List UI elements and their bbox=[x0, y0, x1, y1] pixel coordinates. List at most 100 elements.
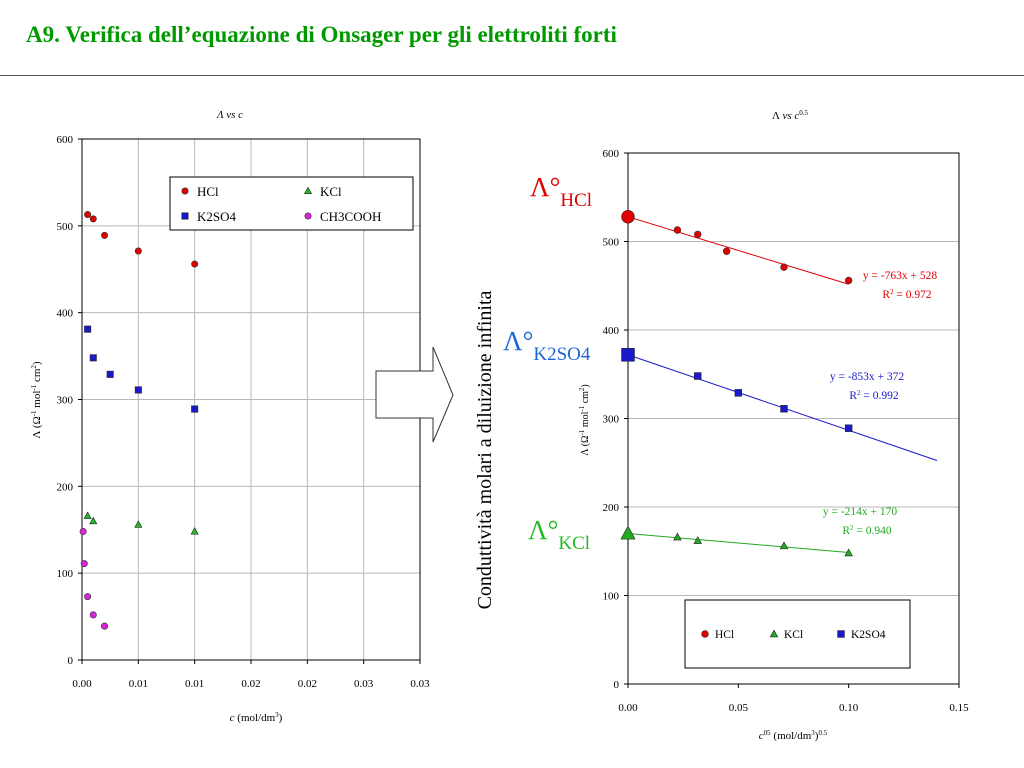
legend-marker-k2so4 bbox=[181, 212, 189, 220]
chart-right-marks bbox=[620, 209, 853, 557]
y-tick-label: 400 bbox=[603, 325, 620, 337]
data-point-hcl bbox=[694, 230, 702, 239]
fit-r2-k2so4: R2 = 0.992 bbox=[849, 389, 899, 402]
chart-right-ticks: 0 100 200 300 400 500 600 0.00 0.05 0.10 0.15 bbox=[603, 148, 970, 714]
chart-right-legend: HCl KCl K2SO4 bbox=[684, 599, 911, 669]
extrapolated-point-kcl bbox=[620, 525, 636, 540]
data-point-k2so4 bbox=[89, 354, 97, 362]
x-tick-label: 0.15 bbox=[949, 702, 969, 714]
fit-line-kcl bbox=[627, 533, 849, 553]
legend-label-k2so4: K2SO4 bbox=[197, 209, 237, 224]
chart-left-ticks: 0 100 200 300 400 500 600 0.00 0.01 0.01 0.02 0.02 0… bbox=[57, 134, 431, 690]
data-point-k2so4 bbox=[734, 389, 743, 397]
x-tick-label: 0.00 bbox=[72, 678, 92, 690]
extrapolated-point-hcl bbox=[621, 209, 635, 224]
legend-marker-hcl bbox=[701, 630, 709, 638]
y-tick-label: 300 bbox=[57, 395, 74, 407]
chart-right-ylabel: Λ (Ω-1 mol-1 cm2) bbox=[578, 384, 591, 456]
y-tick-label: 500 bbox=[603, 237, 620, 249]
fit-r2-hcl: R2 = 0.972 bbox=[882, 288, 932, 301]
chart-right-legend-box bbox=[684, 599, 911, 669]
chart-left-legend: HCl KCl K2SO4 CH3COOH bbox=[169, 176, 414, 231]
y-tick-label: 200 bbox=[603, 502, 620, 514]
data-point-ch3cooh bbox=[101, 622, 109, 630]
chart-left-ylabel: Λ (Ω-1 mol-1 cm2) bbox=[30, 361, 43, 439]
data-point-kcl bbox=[693, 536, 702, 544]
data-point-k2so4 bbox=[694, 372, 702, 380]
legend-label-hcl: HCl bbox=[715, 629, 734, 641]
callout-lambda-hcl: Λ°HCl bbox=[530, 172, 592, 211]
y-tick-label: 0 bbox=[614, 679, 620, 691]
x-tick-label: 0.10 bbox=[839, 702, 859, 714]
data-point-k2so4 bbox=[106, 370, 114, 378]
data-point-kcl bbox=[134, 520, 143, 528]
chart-left: Λ vs c 0 100 200 300 400 500 600 0.00 0.01 0.01 0.… bbox=[30, 109, 430, 724]
data-point-ch3cooh bbox=[80, 560, 88, 568]
legend-label-hcl: HCl bbox=[197, 184, 219, 199]
data-point-kcl bbox=[89, 516, 98, 525]
data-point-hcl bbox=[191, 260, 199, 268]
legend-label-kcl: KCl bbox=[320, 184, 342, 199]
y-tick-label: 600 bbox=[57, 134, 74, 146]
x-tick-label: 0.02 bbox=[298, 678, 317, 690]
data-point-k2so4 bbox=[780, 405, 788, 413]
data-point-hcl bbox=[722, 247, 731, 255]
data-point-kcl bbox=[83, 511, 92, 519]
legend-label-ch3cooh: CH3COOH bbox=[320, 209, 381, 224]
callout-lambda-k2so4: Λ°K2SO4 bbox=[503, 326, 591, 365]
legend-marker-ch3cooh bbox=[304, 212, 312, 220]
data-point-kcl bbox=[673, 532, 682, 541]
y-tick-label: 100 bbox=[57, 568, 74, 580]
legend-marker-kcl bbox=[303, 186, 313, 195]
y-tick-label: 300 bbox=[603, 414, 620, 426]
fit-r2-kcl: R2 = 0.940 bbox=[842, 524, 892, 537]
y-tick-label: 200 bbox=[57, 481, 74, 493]
y-tick-label: 400 bbox=[57, 308, 74, 320]
legend-label-k2so4: K2SO4 bbox=[851, 629, 886, 641]
legend-marker-kcl bbox=[769, 629, 779, 638]
data-point-k2so4 bbox=[844, 424, 853, 432]
chart-right-grid bbox=[628, 241, 959, 596]
y-tick-label: 500 bbox=[57, 221, 74, 233]
y-tick-label: 0 bbox=[68, 655, 74, 667]
legend-marker-k2so4 bbox=[837, 630, 845, 638]
x-tick-label: 0.03 bbox=[354, 678, 374, 690]
callout-lambda-kcl: Λ°KCl bbox=[528, 515, 590, 554]
chart-left-legend-box bbox=[169, 176, 414, 231]
data-point-hcl bbox=[89, 215, 97, 223]
chart-right-xlabel: c05 (mol/dm3)0.5 bbox=[759, 729, 828, 742]
x-tick-label: 0.03 bbox=[410, 678, 430, 690]
fit-equation-k2so4: y = -853x + 372 bbox=[830, 371, 905, 383]
chart-right-title: Λ vs c0.5 bbox=[772, 109, 809, 122]
data-point-k2so4 bbox=[191, 405, 199, 413]
fit-equation-hcl: y = -763x + 528 bbox=[863, 270, 938, 282]
x-tick-label: 0.01 bbox=[185, 678, 204, 690]
chart-left-xlabel: c (mol/dm3) bbox=[230, 711, 283, 724]
block-arrow-icon bbox=[375, 346, 454, 443]
data-point-ch3cooh bbox=[84, 593, 92, 601]
data-point-hcl bbox=[673, 226, 682, 234]
x-tick-label: 0.01 bbox=[129, 678, 148, 690]
data-point-hcl bbox=[101, 231, 109, 239]
x-tick-label: 0.00 bbox=[618, 702, 638, 714]
chart-right-annotations: y = -763x + 528 R2 = 0.972 y = -214x + 170… bbox=[823, 270, 938, 537]
legend-label-kcl: KCl bbox=[784, 629, 803, 641]
legend-marker-hcl bbox=[181, 187, 189, 195]
data-point-hcl bbox=[134, 247, 142, 255]
chart-right: Λ vs c0.5 0 100 200 300 400 500 600 0.00 0.05 0.1… bbox=[578, 109, 969, 742]
chart-left-title: Λ vs c bbox=[216, 109, 243, 121]
extrapolated-point-k2so4 bbox=[621, 348, 635, 362]
data-point-kcl bbox=[844, 548, 853, 557]
data-point-hcl bbox=[844, 276, 853, 285]
data-point-ch3cooh bbox=[79, 527, 87, 535]
data-point-hcl bbox=[84, 211, 92, 219]
data-point-kcl bbox=[779, 541, 789, 550]
slide-title: A9. Verifica dell’equazione di Onsager p… bbox=[26, 22, 617, 47]
x-tick-label: 0.02 bbox=[241, 678, 260, 690]
data-point-ch3cooh bbox=[89, 611, 97, 619]
chart-left-marks bbox=[79, 211, 199, 630]
y-tick-label: 100 bbox=[603, 591, 620, 603]
x-tick-label: 0.05 bbox=[729, 702, 749, 714]
fit-line-hcl bbox=[627, 216, 849, 285]
